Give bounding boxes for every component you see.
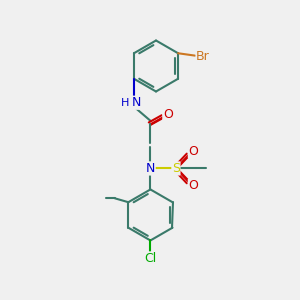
Text: N: N: [146, 162, 155, 175]
Text: N: N: [132, 96, 142, 109]
Text: Cl: Cl: [144, 252, 157, 265]
Text: O: O: [163, 108, 173, 121]
Text: Br: Br: [196, 50, 210, 63]
Text: O: O: [188, 145, 198, 158]
Text: H: H: [121, 98, 130, 108]
Text: O: O: [188, 179, 198, 192]
Text: S: S: [172, 162, 180, 175]
